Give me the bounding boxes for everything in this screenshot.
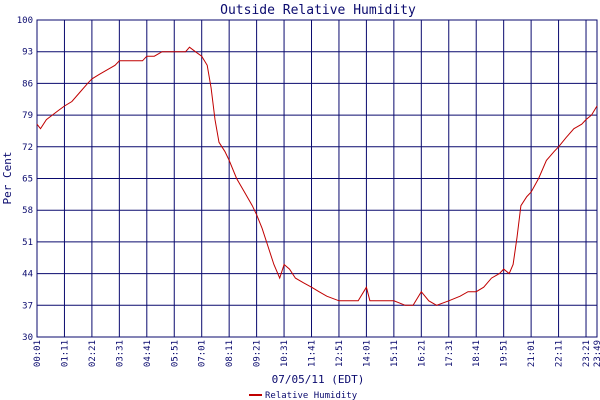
y-tick-label: 100 bbox=[17, 16, 33, 26]
y-tick-label: 30 bbox=[22, 333, 33, 343]
x-tick-label: 23:49 bbox=[593, 340, 600, 367]
x-tick-label: 00:01 bbox=[33, 340, 43, 367]
y-tick-label: 86 bbox=[22, 79, 33, 89]
x-tick-label: 15:11 bbox=[390, 340, 400, 367]
x-tick-label: 16:21 bbox=[417, 340, 427, 367]
y-tick-label: 37 bbox=[22, 301, 33, 311]
y-tick-label: 58 bbox=[22, 206, 33, 216]
x-tick-label: 18:41 bbox=[472, 340, 482, 367]
x-tick-label: 03:31 bbox=[115, 340, 125, 367]
grid-lines bbox=[37, 20, 597, 337]
y-tick-label: 51 bbox=[22, 238, 33, 248]
x-tick-label: 10:31 bbox=[280, 340, 290, 367]
x-tick-label: 04:41 bbox=[143, 340, 153, 367]
x-tick-label: 09:21 bbox=[253, 340, 263, 367]
series-lines bbox=[36, 46, 598, 306]
y-tick-label: 65 bbox=[22, 175, 33, 185]
legend: Relative Humidity bbox=[249, 391, 358, 400]
x-tick-label: 02:21 bbox=[88, 340, 98, 367]
series-line-relative-humidity bbox=[36, 46, 598, 306]
y-tick-label: 93 bbox=[22, 48, 33, 58]
x-tick-label: 01:11 bbox=[60, 340, 70, 367]
x-tick-label: 21:01 bbox=[527, 340, 537, 367]
x-tick-label: 07:01 bbox=[198, 340, 208, 367]
y-tick-label: 79 bbox=[22, 111, 33, 121]
x-axis-label: 07/05/11 (EDT) bbox=[272, 373, 365, 386]
y-tick-label: 44 bbox=[22, 270, 33, 280]
x-tick-label: 05:51 bbox=[170, 340, 180, 367]
x-tick-labels: 00:01 01:11 02:21 03:31 04:41 05:51 07:01 08:11… bbox=[33, 340, 600, 367]
x-tick-label: 12:51 bbox=[335, 340, 345, 367]
x-tick-label: 22:11 bbox=[555, 340, 565, 367]
y-tick-labels: 30 37 44 51 58 65 72 79 86 93 100 bbox=[17, 16, 33, 343]
legend-label: Relative Humidity bbox=[265, 391, 358, 400]
chart-title: Outside Relative Humidity bbox=[220, 3, 416, 18]
x-tick-label: 11:41 bbox=[308, 340, 318, 367]
y-tick-label: 72 bbox=[22, 143, 33, 153]
x-tick-label: 08:11 bbox=[225, 340, 235, 367]
y-axis-label: Per Cent bbox=[1, 152, 14, 205]
x-tick-label: 17:31 bbox=[445, 340, 455, 367]
x-tick-label: 23:21 bbox=[582, 340, 592, 367]
x-tick-label: 19:51 bbox=[500, 340, 510, 367]
x-tick-label: 14:01 bbox=[362, 340, 372, 367]
